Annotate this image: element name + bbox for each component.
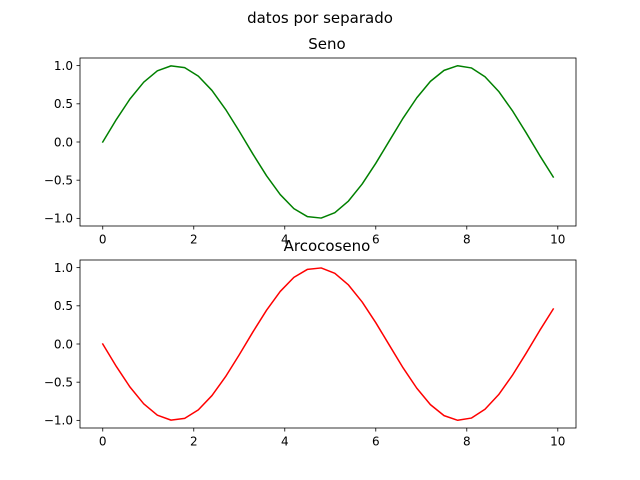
x-tick-label-0-3: 6 [372,233,380,247]
x-tick-label-0-5: 10 [550,233,565,247]
axes-seno: 0 2 4 6 8 10 −1.0 −0.5 0.0 0.5 1.0 Seno [44,35,577,247]
x-tick-label-1-1: 2 [190,435,198,449]
y-tick-label-1-0: −1.0 [44,414,73,428]
y-tick-label-1-2: 0.0 [54,337,73,351]
series-line-0-0 [101,64,555,219]
axes-arcocoseno: 0 2 4 6 8 10 −1.0 −0.5 0.0 0.5 1.0 Arcocoseno [44,237,577,449]
y-tick-label-1-4: 1.0 [54,261,73,275]
y-tick-label-1-1: −0.5 [44,375,73,389]
y-tick-label-0-4: 1.0 [54,59,73,73]
x-tick-label-0-0: 0 [99,233,107,247]
y-tick-label-1-3: 0.5 [54,299,73,313]
axes-title-seno: Seno [308,35,345,53]
axes-title-arcocoseno: Arcocoseno [284,237,371,255]
y-tick-label-0-0: −1.0 [44,212,73,226]
y-tick-label-0-1: −0.5 [44,173,73,187]
x-tick-label-1-0: 0 [99,435,107,449]
x-tick-label-1-2: 4 [281,435,289,449]
x-tick-label-1-3: 6 [372,435,380,449]
x-tick-label-0-4: 8 [463,233,471,247]
x-tick-label-0-1: 2 [190,233,198,247]
figure-suptitle: datos por separado [247,9,393,27]
x-tick-label-1-4: 8 [463,435,471,449]
y-tick-label-0-3: 0.5 [54,97,73,111]
x-tick-label-1-5: 10 [550,435,565,449]
x-tick-label-0-2: 4 [281,233,289,247]
series-line-1-0 [101,267,555,422]
y-tick-label-0-2: 0.0 [54,135,73,149]
